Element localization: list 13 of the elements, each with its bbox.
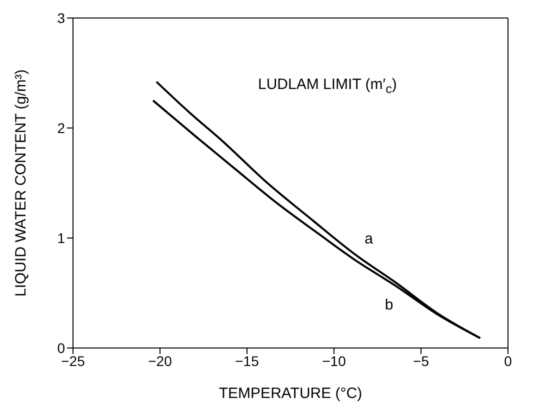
y-tick-label: 2 bbox=[57, 120, 66, 136]
x-tick-label: 0 bbox=[504, 352, 512, 369]
series-label: a bbox=[364, 230, 374, 248]
x-axis-title: TEMPERATURE (°C) bbox=[218, 385, 362, 402]
x-tick-label: −5 bbox=[413, 352, 430, 369]
x-tick-label: −20 bbox=[148, 352, 172, 369]
y-tick-label: 3 bbox=[57, 10, 66, 26]
series-label: b bbox=[384, 296, 394, 314]
x-tick-label: −10 bbox=[322, 352, 346, 369]
annotation: LUDLAM LIMIT (m′$_{c}$) bbox=[258, 76, 397, 96]
x-tick-label: −15 bbox=[235, 352, 260, 369]
y-axis-title: LIQUID WATER CONTENT (g/m³) bbox=[12, 69, 30, 297]
y-tick-label: 1 bbox=[57, 230, 66, 246]
